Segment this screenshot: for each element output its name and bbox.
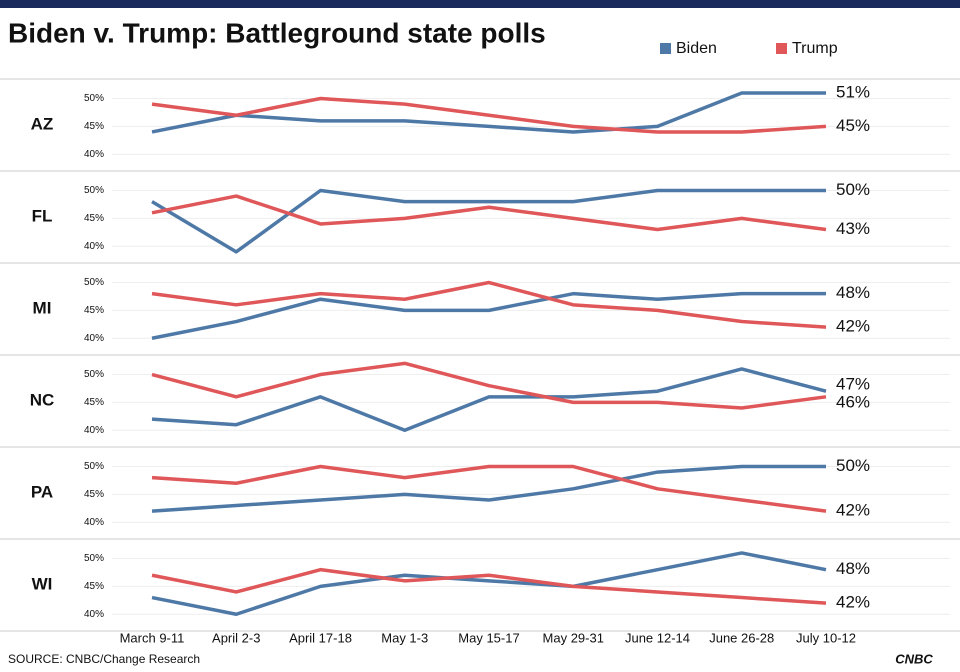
y-tick-label: 50% bbox=[84, 553, 104, 564]
value-label: 46% bbox=[836, 392, 870, 411]
value-label: 42% bbox=[836, 317, 870, 336]
series-line bbox=[151, 567, 827, 605]
panel-label: MI bbox=[33, 298, 52, 317]
value-label: 48% bbox=[836, 559, 870, 578]
value-label: 42% bbox=[836, 501, 870, 520]
series-line bbox=[151, 551, 827, 617]
legend-label: Biden bbox=[676, 40, 717, 57]
source: SOURCE: CNBC/Change Research bbox=[8, 652, 200, 666]
y-tick-label: 45% bbox=[84, 213, 104, 224]
panel-label: FL bbox=[32, 206, 53, 225]
x-tick-label: July 10-12 bbox=[796, 630, 856, 645]
y-tick-label: 50% bbox=[84, 461, 104, 472]
series-line bbox=[151, 367, 827, 433]
y-tick-label: 40% bbox=[84, 149, 104, 160]
series-line bbox=[151, 194, 827, 232]
legend-label: Trump bbox=[792, 40, 838, 57]
y-tick-label: 40% bbox=[84, 517, 104, 528]
y-tick-label: 40% bbox=[84, 425, 104, 436]
x-tick-label: June 26-28 bbox=[709, 630, 774, 645]
y-tick-label: 45% bbox=[84, 121, 104, 132]
x-tick-label: June 12-14 bbox=[625, 630, 690, 645]
value-label: 45% bbox=[836, 116, 870, 135]
value-label: 43% bbox=[836, 219, 870, 238]
y-tick-label: 50% bbox=[84, 185, 104, 196]
x-tick-label: May 15-17 bbox=[458, 630, 519, 645]
series-line bbox=[151, 96, 827, 134]
logo: CNBC bbox=[895, 651, 933, 666]
panel-label: WI bbox=[32, 574, 53, 593]
y-tick-label: 50% bbox=[84, 93, 104, 104]
y-tick-label: 45% bbox=[84, 397, 104, 408]
top-band bbox=[0, 0, 960, 8]
legend-swatch bbox=[776, 43, 787, 54]
value-label: 50% bbox=[836, 180, 870, 199]
x-tick-label: May 1-3 bbox=[381, 630, 428, 645]
x-tick-label: May 29-31 bbox=[543, 630, 604, 645]
y-tick-label: 40% bbox=[84, 333, 104, 344]
legend-swatch bbox=[660, 43, 671, 54]
y-tick-label: 50% bbox=[84, 277, 104, 288]
y-tick-label: 45% bbox=[84, 489, 104, 500]
series-line bbox=[151, 280, 827, 329]
series-line bbox=[151, 291, 826, 340]
series-line bbox=[151, 361, 827, 410]
y-tick-label: 50% bbox=[84, 369, 104, 380]
panel-label: PA bbox=[31, 482, 53, 501]
series-line bbox=[151, 464, 826, 513]
y-tick-label: 40% bbox=[84, 241, 104, 252]
x-tick-label: April 2-3 bbox=[212, 630, 260, 645]
value-label: 48% bbox=[836, 283, 870, 302]
chart-title: Biden v. Trump: Battleground state polls bbox=[8, 17, 546, 48]
y-tick-label: 45% bbox=[84, 581, 104, 592]
value-label: 50% bbox=[836, 456, 870, 475]
panel-label: NC bbox=[30, 390, 55, 409]
panel-label: AZ bbox=[31, 114, 54, 133]
y-tick-label: 40% bbox=[84, 609, 104, 620]
series-line bbox=[151, 188, 826, 254]
value-label: 42% bbox=[836, 593, 870, 612]
y-tick-label: 45% bbox=[84, 305, 104, 316]
x-tick-label: March 9-11 bbox=[120, 630, 185, 645]
value-label: 51% bbox=[836, 82, 870, 101]
series-line bbox=[151, 464, 827, 513]
value-label: 47% bbox=[836, 375, 870, 394]
x-tick-label: April 17-18 bbox=[289, 630, 352, 645]
series-line bbox=[151, 91, 826, 134]
